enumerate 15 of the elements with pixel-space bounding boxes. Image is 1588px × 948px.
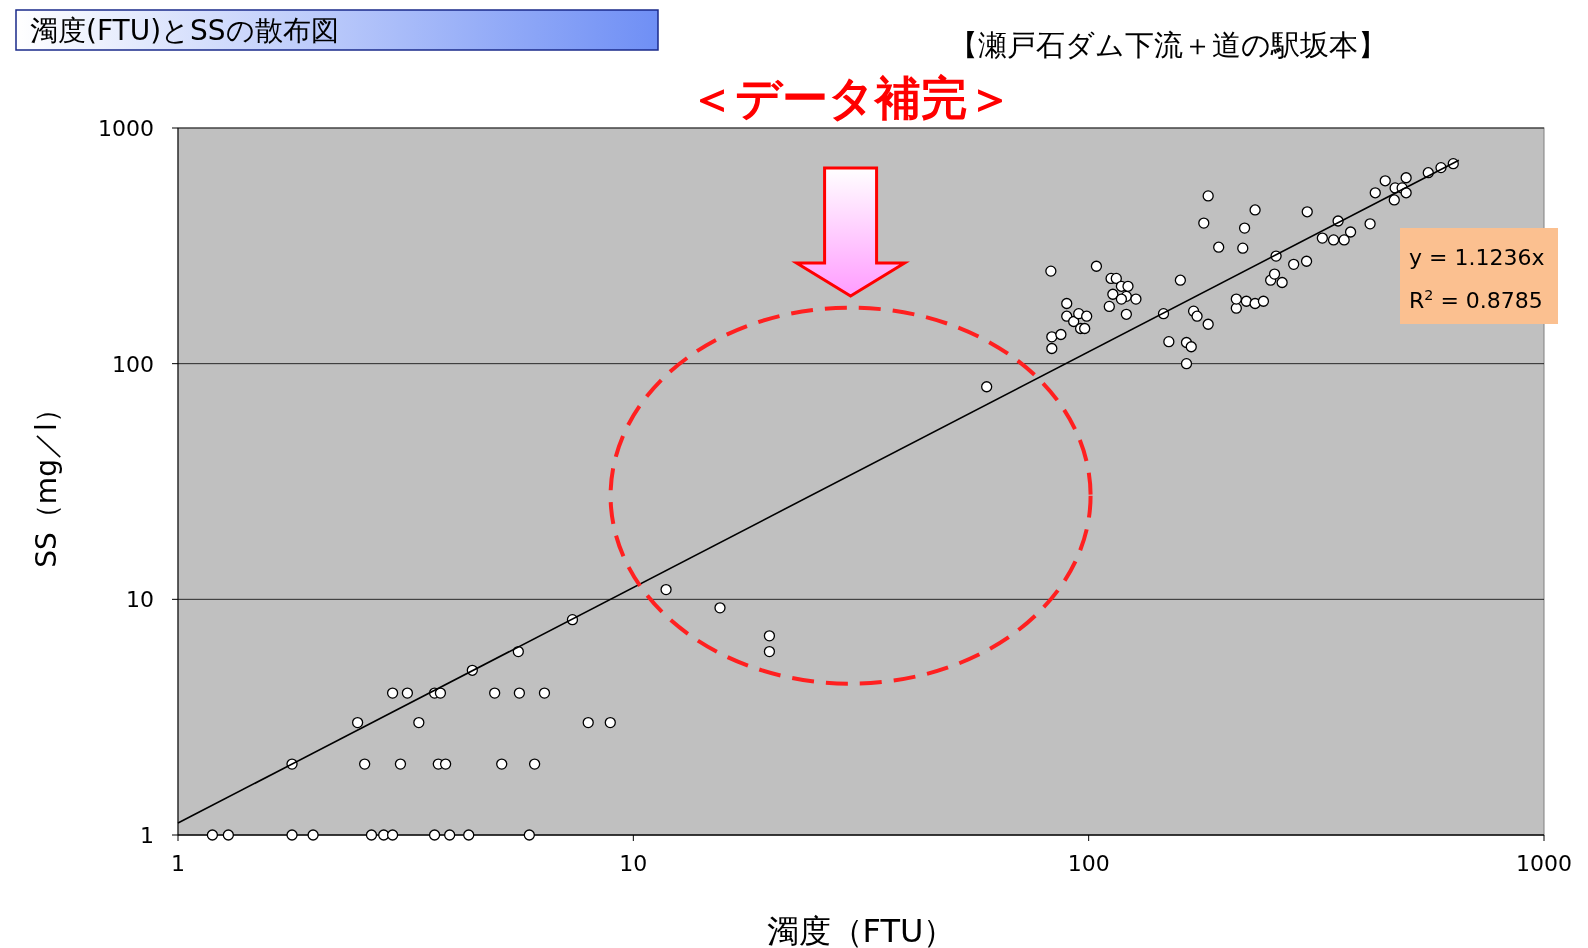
y-tick-label: 100 <box>112 351 154 377</box>
text: ＜データ補完＞ <box>688 71 1013 125</box>
chart-subtitle: 【瀬戸石ダム下流＋道の駅坂本】 <box>949 28 1387 62</box>
chart-title: 濁度(FTU)とSSの散布図 <box>30 14 339 47</box>
y-axis-title: SS（mg／l） <box>30 395 63 568</box>
y-tick-label: 1 <box>140 823 154 848</box>
x-tick-label: 100 <box>1067 851 1110 876</box>
y-tick-label: 1000 <box>98 116 154 141</box>
x-axis-title: 濁度（FTU） <box>766 912 956 948</box>
x-tick-label: 1000 <box>1516 851 1572 876</box>
y-tick-label: 10 <box>126 587 154 613</box>
x-tick-label: 1 <box>171 851 185 876</box>
annotation: R$^{2}$ = 0.8785 <box>1409 287 1543 313</box>
annotation: y = 1.1236x <box>1409 245 1545 270</box>
x-tick-label: 10 <box>619 851 648 876</box>
